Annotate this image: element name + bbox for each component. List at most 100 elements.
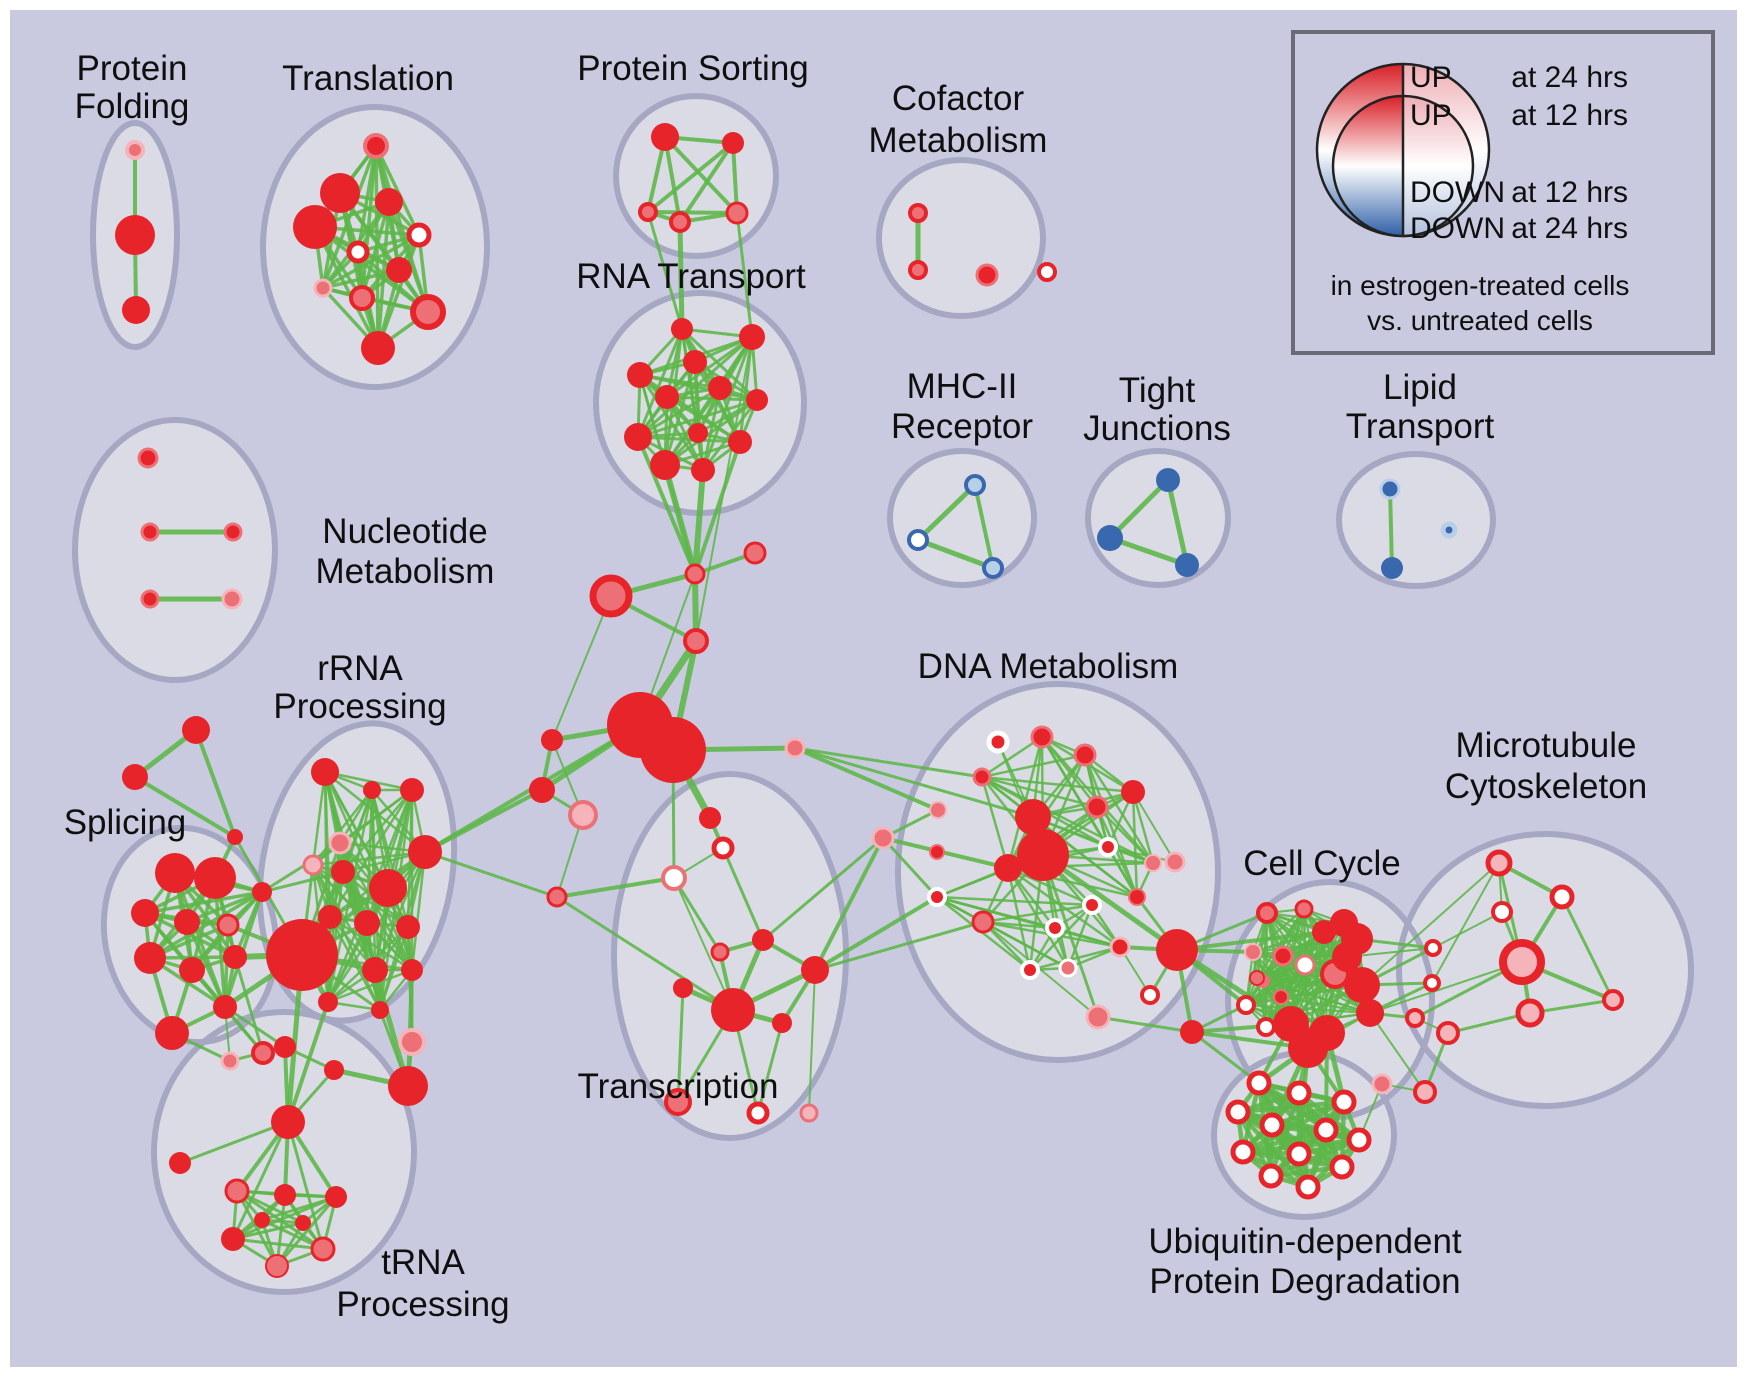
gene-set-node-62[interactable] — [251, 1041, 275, 1065]
gene-set-node-14[interactable] — [651, 123, 679, 151]
gene-set-node-60[interactable] — [252, 882, 272, 902]
gene-set-node-38[interactable] — [1156, 468, 1180, 492]
gene-set-node-73[interactable] — [354, 910, 380, 936]
gene-set-node-69[interactable] — [302, 854, 324, 876]
gene-set-node-1[interactable] — [115, 215, 155, 255]
gene-set-node-58[interactable] — [179, 957, 205, 983]
gene-set-node-179[interactable] — [1331, 1089, 1357, 1115]
gene-set-node-147[interactable] — [1312, 920, 1336, 944]
gene-set-node-123[interactable] — [929, 801, 947, 819]
gene-set-node-19[interactable] — [908, 203, 928, 223]
gene-set-node-110[interactable] — [711, 988, 755, 1032]
gene-set-node-136[interactable] — [1045, 918, 1065, 938]
gene-set-node-135[interactable] — [1082, 895, 1102, 915]
gene-set-node-63[interactable] — [155, 1016, 189, 1050]
gene-set-node-51[interactable] — [227, 829, 243, 845]
gene-set-node-68[interactable] — [328, 831, 352, 855]
gene-set-node-126[interactable] — [1085, 795, 1109, 819]
gene-set-node-89[interactable] — [325, 1186, 347, 1208]
gene-set-node-12[interactable] — [410, 294, 446, 330]
gene-set-node-154[interactable] — [1344, 967, 1380, 1003]
gene-set-node-119[interactable] — [986, 730, 1010, 754]
gene-set-node-90[interactable] — [221, 1227, 245, 1251]
gene-set-node-156[interactable] — [1273, 989, 1289, 1005]
gene-set-node-83[interactable] — [324, 1060, 344, 1080]
gene-set-node-103[interactable] — [568, 800, 598, 830]
gene-set-node-116[interactable] — [799, 1103, 819, 1123]
gene-set-node-23[interactable] — [671, 318, 693, 340]
gene-set-node-56[interactable] — [216, 913, 240, 937]
gene-set-node-94[interactable] — [295, 1215, 311, 1231]
gene-set-node-87[interactable] — [224, 1178, 250, 1204]
gene-set-node-84[interactable] — [388, 1066, 428, 1106]
gene-set-node-28[interactable] — [655, 385, 679, 409]
gene-set-node-85[interactable] — [271, 1105, 305, 1139]
gene-set-node-20[interactable] — [908, 260, 928, 280]
gene-set-node-104[interactable] — [699, 807, 721, 829]
gene-set-node-151[interactable] — [1272, 945, 1294, 967]
gene-set-node-18[interactable] — [725, 201, 749, 225]
gene-set-node-97[interactable] — [589, 574, 633, 618]
gene-set-node-187[interactable] — [1258, 1163, 1284, 1189]
gene-set-node-80[interactable] — [398, 1028, 426, 1056]
gene-set-node-165[interactable] — [1424, 939, 1442, 957]
gene-set-node-115[interactable] — [746, 1101, 770, 1125]
gene-set-node-21[interactable] — [975, 263, 999, 287]
gene-set-node-185[interactable] — [1286, 1141, 1312, 1167]
gene-set-node-169[interactable] — [1549, 884, 1575, 910]
gene-set-node-6[interactable] — [293, 205, 337, 249]
gene-set-node-71[interactable] — [369, 869, 407, 907]
gene-set-node-65[interactable] — [311, 758, 339, 786]
gene-set-node-128[interactable] — [1017, 829, 1069, 881]
gene-set-node-7[interactable] — [406, 222, 432, 248]
gene-set-node-176[interactable] — [1413, 1080, 1437, 1104]
gene-set-node-118[interactable] — [871, 826, 895, 850]
gene-set-node-164[interactable] — [1332, 942, 1362, 972]
gene-set-node-182[interactable] — [1313, 1117, 1339, 1143]
gene-set-node-109[interactable] — [752, 929, 774, 951]
gene-set-node-27[interactable] — [708, 376, 732, 400]
gene-set-node-10[interactable] — [313, 278, 333, 298]
gene-set-node-130[interactable] — [1098, 837, 1118, 857]
gene-set-node-75[interactable] — [408, 835, 442, 869]
gene-set-node-168[interactable] — [1485, 849, 1513, 877]
gene-set-node-42[interactable] — [1440, 521, 1458, 539]
gene-set-node-70[interactable] — [331, 860, 355, 884]
gene-set-node-45[interactable] — [140, 522, 160, 542]
gene-set-node-161[interactable] — [1356, 999, 1384, 1027]
gene-set-node-107[interactable] — [546, 886, 568, 908]
gene-set-node-172[interactable] — [1515, 998, 1545, 1028]
gene-set-node-142[interactable] — [1085, 1004, 1111, 1030]
gene-set-node-64[interactable] — [266, 919, 338, 991]
gene-set-node-166[interactable] — [1423, 974, 1441, 992]
gene-set-node-32[interactable] — [728, 430, 752, 454]
gene-set-node-46[interactable] — [223, 522, 243, 542]
gene-set-node-152[interactable] — [1294, 954, 1316, 976]
gene-set-node-22[interactable] — [1037, 262, 1057, 282]
gene-set-node-117[interactable] — [784, 737, 806, 759]
gene-set-node-55[interactable] — [174, 909, 200, 935]
gene-set-node-127[interactable] — [1015, 799, 1051, 835]
gene-set-node-170[interactable] — [1491, 901, 1513, 923]
gene-set-node-105[interactable] — [711, 836, 735, 860]
gene-set-node-163[interactable] — [1249, 970, 1265, 986]
gene-set-node-30[interactable] — [624, 423, 652, 451]
gene-set-node-0[interactable] — [125, 140, 145, 160]
gene-set-node-134[interactable] — [971, 910, 995, 934]
gene-set-node-81[interactable] — [220, 1051, 240, 1071]
gene-set-node-178[interactable] — [1286, 1080, 1312, 1106]
gene-set-node-91[interactable] — [310, 1236, 336, 1262]
gene-set-node-106[interactable] — [661, 865, 687, 891]
gene-set-node-8[interactable] — [346, 240, 370, 264]
gene-set-node-9[interactable] — [386, 257, 412, 283]
gene-set-node-146[interactable] — [1294, 899, 1314, 919]
gene-set-node-175[interactable] — [1371, 1073, 1393, 1095]
gene-set-node-184[interactable] — [1230, 1139, 1256, 1165]
gene-set-node-173[interactable] — [1602, 989, 1624, 1011]
gene-set-node-93[interactable] — [254, 1212, 270, 1228]
gene-set-node-24[interactable] — [739, 324, 765, 350]
gene-set-node-53[interactable] — [194, 857, 236, 899]
gene-set-node-11[interactable] — [349, 285, 375, 311]
gene-set-node-140[interactable] — [1164, 851, 1186, 873]
gene-set-node-37[interactable] — [982, 557, 1004, 579]
